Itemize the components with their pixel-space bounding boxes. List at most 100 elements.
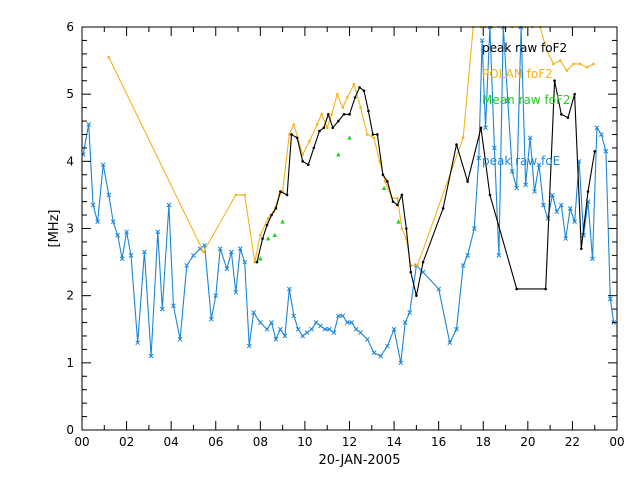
data-point	[454, 326, 459, 332]
data-point	[398, 360, 404, 366]
data-point	[421, 260, 425, 264]
data-point	[558, 202, 564, 208]
x-tick-label: 16	[431, 435, 446, 449]
data-point	[335, 92, 339, 96]
data-point	[550, 192, 555, 198]
data-point	[407, 310, 413, 315]
data-point	[536, 162, 542, 168]
data-point	[607, 296, 613, 302]
x-axis-label: 20-JAN-2005	[319, 453, 401, 468]
data-point	[264, 326, 270, 332]
x-tick-label: 04	[164, 435, 179, 449]
data-point	[492, 145, 497, 151]
x-tick-label: 18	[476, 435, 491, 449]
data-point	[348, 113, 351, 116]
data-point	[466, 180, 469, 183]
data-point	[586, 190, 590, 193]
data-point	[322, 326, 328, 332]
data-point	[100, 162, 106, 168]
y-tick-label: 0	[66, 423, 74, 437]
data-point	[572, 62, 575, 66]
x-tick-label: 08	[253, 435, 268, 449]
x-tick-label: 10	[297, 435, 312, 449]
x-tick-label: 06	[208, 435, 223, 449]
data-point	[300, 333, 306, 339]
data-point	[191, 253, 196, 258]
data-point	[166, 202, 172, 208]
data-point	[585, 66, 589, 69]
data-point	[261, 237, 264, 240]
y-tick-label: 5	[66, 87, 74, 101]
data-point	[352, 82, 356, 86]
data-point	[349, 320, 355, 325]
data-point	[559, 113, 563, 116]
legend-label: peak raw foE	[482, 154, 560, 168]
data-point	[347, 135, 352, 140]
data-point	[336, 313, 341, 319]
data-point	[580, 247, 583, 250]
data-point	[592, 62, 595, 66]
data-point	[505, 98, 511, 104]
x-tick-label: 20	[520, 435, 535, 449]
data-point	[301, 160, 304, 163]
series-peak-raw-fof2	[255, 79, 597, 297]
legend-label: Mean raw foF2	[482, 93, 571, 107]
x-tick-label: 00	[609, 435, 624, 449]
data-point	[385, 343, 390, 349]
data-point	[280, 219, 285, 224]
data-point	[405, 227, 408, 230]
data-point	[246, 343, 252, 349]
data-point	[224, 266, 230, 272]
data-point	[436, 286, 442, 292]
data-point	[391, 200, 395, 203]
data-point	[308, 139, 311, 143]
data-point	[171, 303, 176, 309]
data-point	[233, 289, 239, 295]
x-tick-label: 00	[74, 435, 89, 449]
data-point	[86, 122, 92, 127]
data-point	[90, 202, 96, 208]
data-point	[327, 113, 330, 116]
data-point	[217, 246, 223, 252]
data-point	[318, 129, 321, 133]
data-point	[270, 213, 273, 217]
data-point	[447, 340, 453, 346]
data-point	[341, 106, 345, 109]
data-point	[371, 350, 377, 356]
data-point	[291, 313, 297, 319]
data-point	[279, 190, 282, 193]
x-axis: 00 02 04 06 08 10 12 14 16 18 20 22 00	[74, 27, 625, 449]
x-tick-label: 12	[342, 435, 357, 449]
data-point	[565, 69, 569, 72]
data-point	[353, 96, 357, 99]
data-point	[532, 189, 537, 194]
data-point	[142, 249, 147, 255]
data-point	[337, 119, 340, 123]
data-point	[278, 326, 283, 332]
data-point	[479, 126, 483, 130]
legend-label: POLAN foF2	[482, 67, 553, 81]
data-point	[515, 287, 518, 291]
data-point	[265, 223, 269, 227]
data-point	[544, 287, 547, 291]
data-point	[318, 323, 323, 329]
data-point	[376, 133, 379, 136]
data-point	[272, 232, 278, 238]
data-point	[325, 126, 329, 130]
data-point	[371, 133, 375, 136]
data-point	[455, 143, 458, 146]
data-point	[258, 256, 263, 261]
data-point	[295, 136, 299, 140]
data-point	[364, 336, 370, 342]
data-point	[396, 196, 399, 200]
data-point	[119, 256, 125, 262]
plot-frame	[81, 26, 618, 431]
data-point	[594, 125, 600, 131]
data-point	[269, 320, 274, 325]
data-point	[558, 59, 562, 62]
data-point	[282, 333, 288, 339]
data-point	[383, 180, 387, 183]
data-point	[304, 330, 310, 335]
y-tick-label: 4	[66, 154, 74, 168]
